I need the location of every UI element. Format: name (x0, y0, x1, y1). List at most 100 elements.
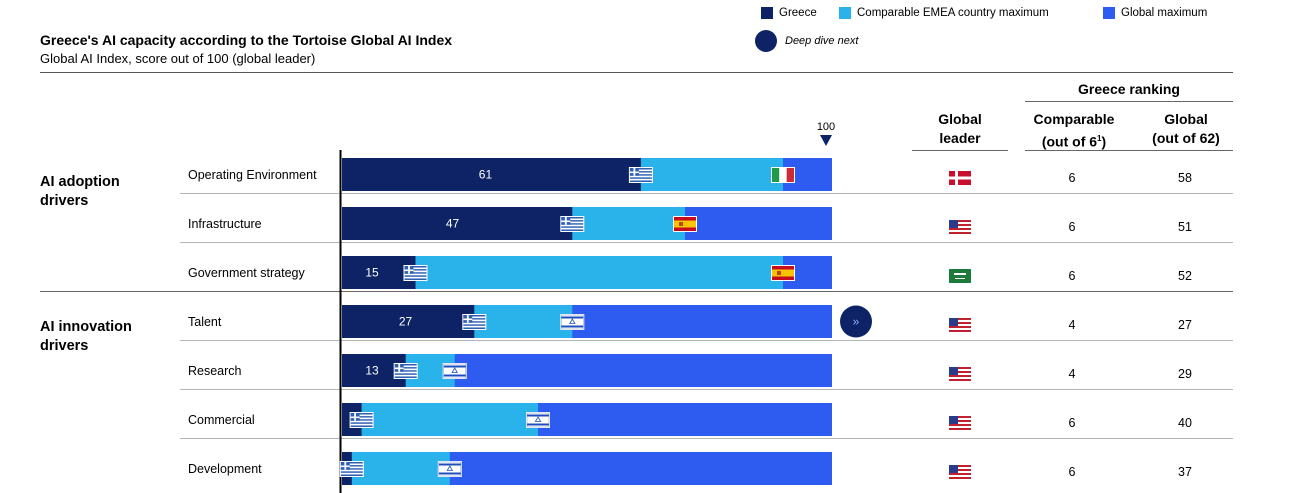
rank-comparable-value: 6 (1068, 269, 1076, 283)
bar-greece-2 (342, 256, 416, 289)
rank-global-value: 52 (1178, 269, 1192, 283)
flag-israel-icon-4 (442, 363, 467, 379)
header-comparable-close: ) (1101, 133, 1107, 150)
category-label: Infrastructure (188, 217, 262, 231)
flag-greece-icon-1 (560, 216, 585, 232)
legend-emea-swatch (839, 7, 851, 19)
header-rule-leader (912, 150, 1008, 151)
flag-leader-usa-icon-5 (948, 415, 972, 431)
rank-comparable-value: 6 (1068, 465, 1076, 479)
rank-comparable-value: 4 (1068, 367, 1076, 381)
rank-global-value: 27 (1178, 318, 1192, 332)
row-separator (180, 389, 1233, 390)
scale-marker-label: 100 (817, 121, 835, 133)
flag-spain-icon-1 (673, 216, 697, 232)
group-separator (40, 291, 1233, 292)
legend-global-swatch (1103, 7, 1115, 19)
rank-comparable-value: 6 (1068, 220, 1076, 234)
header-comparable-footnote: 1 (1097, 134, 1102, 143)
legend-greece-swatch (761, 7, 773, 19)
legend-emea-label: Comparable EMEA country maximum (857, 7, 1049, 19)
category-label: Talent (188, 315, 222, 329)
rank-global-value: 58 (1178, 171, 1192, 185)
category-label: Development (188, 462, 262, 476)
bar-greece-1 (342, 207, 573, 240)
bar-greece-3 (342, 305, 475, 338)
flag-italy-icon-0 (771, 167, 795, 183)
legend-global: Global maximum (1103, 7, 1207, 19)
rank-global-value: 29 (1178, 367, 1192, 381)
bar-greece-0 (342, 158, 641, 191)
legend-deep-dive: Deep dive next (755, 30, 858, 52)
flag-greece-icon-5 (349, 412, 374, 428)
deep-dive-dot-icon (755, 30, 777, 52)
data-label-greece-0: 61 (479, 168, 493, 182)
header-comparable: Comparable (out of 61) (1020, 110, 1128, 152)
group-label-adoption-line1: AI adoption (40, 174, 120, 190)
header-rule-ranking (1025, 101, 1233, 102)
rank-comparable-value: 4 (1068, 318, 1076, 332)
title-rule (40, 72, 1233, 73)
group-label-innovation-line1: AI innovation (40, 319, 132, 335)
chart-title: Greece's AI capacity according to the To… (40, 32, 453, 48)
data-label-greece-4: 13 (365, 364, 379, 378)
group-label-adoption-line2: drivers (40, 193, 89, 209)
group-label-innovation: AI innovation drivers (40, 318, 132, 356)
flag-israel-icon-3 (560, 314, 585, 330)
deep-dive-chevron-icon: » (853, 315, 860, 329)
deep-dive-label: Deep dive next (785, 35, 859, 47)
header-comparable-line1: Comparable (1033, 111, 1115, 127)
row-separator (180, 193, 1233, 194)
data-label-greece-3: 27 (399, 315, 413, 329)
legend-greece-label: Greece (779, 7, 817, 19)
rank-global-value: 51 (1178, 220, 1192, 234)
header-global-line2: (out of 62) (1152, 130, 1220, 146)
flag-leader-denmark-icon-0 (948, 170, 972, 186)
rank-global-value: 40 (1178, 416, 1192, 430)
rank-comparable-value: 6 (1068, 416, 1076, 430)
flag-greece-icon-4 (393, 363, 418, 379)
category-label: Commercial (188, 413, 255, 427)
header-global-line1: Global (1164, 111, 1208, 127)
flag-israel-icon-6 (437, 461, 462, 477)
group-label-innovation-line2: drivers (40, 338, 89, 354)
flag-greece-icon-3 (462, 314, 487, 330)
header-comparable-line2: (out of 61) (1020, 129, 1128, 152)
legend-emea: Comparable EMEA country maximum (839, 7, 1049, 19)
bar-emea-5 (342, 403, 538, 436)
row-separator (180, 340, 1233, 341)
data-label-greece-1: 47 (446, 217, 460, 231)
flag-leader-usa-icon-1 (948, 219, 972, 235)
rank-comparable-value: 6 (1068, 171, 1076, 185)
row-separator (180, 242, 1233, 243)
header-global-leader-line1: Global (938, 111, 982, 127)
header-global: Global (out of 62) (1140, 110, 1232, 148)
header-global-leader: Global leader (920, 110, 1000, 148)
flag-israel-icon-5 (526, 412, 550, 428)
group-label-adoption: AI adoption drivers (40, 173, 120, 211)
legend-greece: Greece (761, 7, 817, 19)
flag-greece-icon-0 (628, 167, 653, 183)
legend-global-label: Global maximum (1121, 7, 1208, 19)
header-rule-ranking-bottom (1025, 150, 1233, 151)
flag-spain-icon-2 (771, 265, 795, 281)
category-label: Government strategy (188, 266, 305, 280)
header-comparable-text: (out of 6 (1041, 133, 1098, 150)
data-label-greece-2: 15 (365, 266, 379, 280)
chart-subtitle: Global AI Index, score out of 100 (globa… (40, 51, 316, 66)
header-greece-ranking: Greece ranking (1078, 81, 1180, 97)
header-global-leader-line2: leader (939, 130, 981, 146)
flag-leader-usa-icon-3 (948, 317, 972, 333)
scale-marker-triangle-icon (820, 135, 832, 146)
flag-leader-usa-icon-4 (948, 366, 972, 382)
flag-greece-icon-6 (339, 461, 364, 477)
row-separator (180, 438, 1233, 439)
rank-global-value: 37 (1178, 465, 1192, 479)
flag-greece-icon-2 (403, 265, 428, 281)
deep-dive-marker-icon (840, 305, 872, 338)
flag-leader-saudi-arabia-icon-2 (948, 268, 972, 284)
flag-leader-usa-icon-6 (948, 464, 972, 480)
category-label: Operating Environment (188, 168, 317, 182)
category-label: Research (188, 364, 242, 378)
